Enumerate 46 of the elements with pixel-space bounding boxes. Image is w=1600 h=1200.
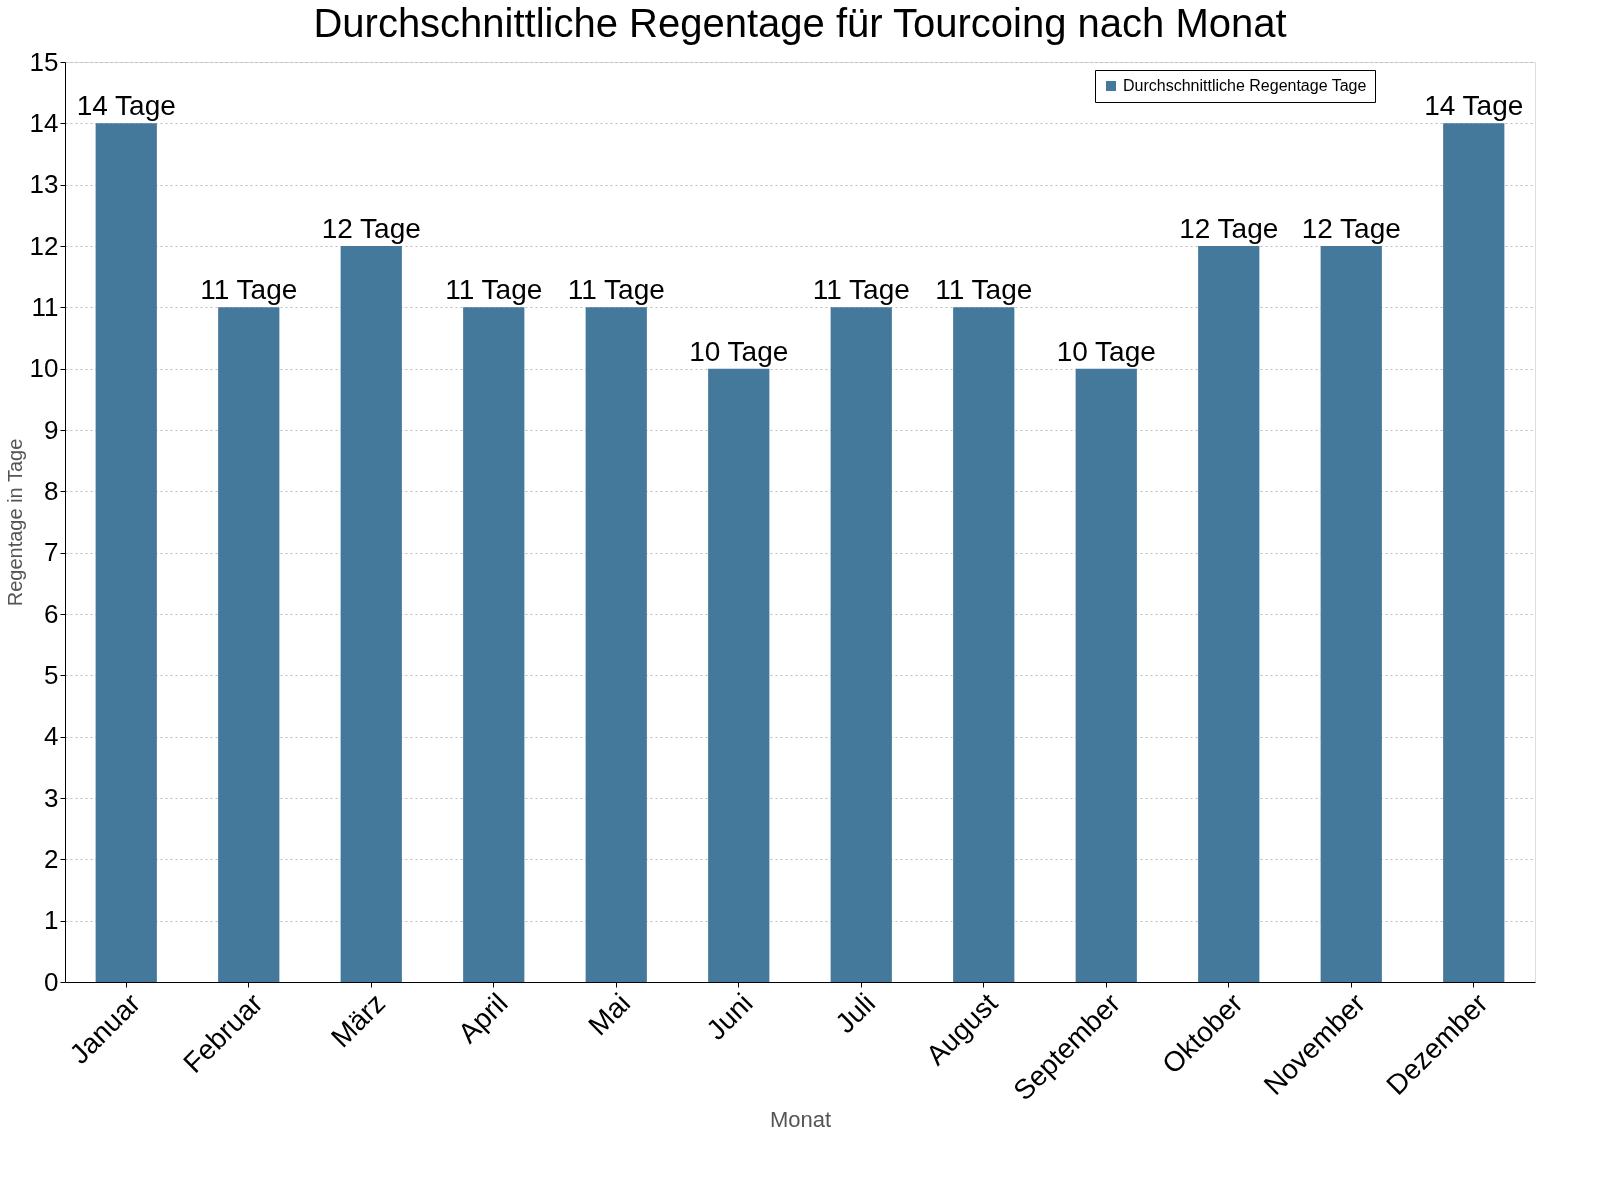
bar bbox=[708, 368, 770, 982]
y-tick-label: 6 bbox=[44, 598, 59, 629]
y-tick-label: 8 bbox=[44, 475, 59, 506]
bar bbox=[1320, 246, 1382, 982]
data-label: 14 Tage bbox=[76, 90, 176, 122]
data-label: 10 Tage bbox=[1056, 335, 1156, 367]
bar bbox=[830, 307, 892, 982]
data-label: 11 Tage bbox=[567, 274, 665, 306]
x-tick-label: Mai bbox=[582, 987, 637, 1042]
y-tick-label: 13 bbox=[29, 169, 59, 200]
chart-title: Durchschnittliche Regentage für Tourcoing nach Monat bbox=[313, 1, 1287, 45]
data-label: 12 Tage bbox=[321, 213, 421, 244]
data-label: 11 Tage bbox=[935, 274, 1033, 306]
data-label: 10 Tage bbox=[689, 335, 789, 367]
y-tick-label: 11 bbox=[31, 291, 59, 322]
bar bbox=[585, 307, 647, 982]
bar bbox=[218, 307, 280, 982]
y-tick-label: 5 bbox=[44, 659, 59, 690]
y-tick-label: 15 bbox=[29, 46, 59, 77]
bar bbox=[340, 246, 402, 982]
y-tick-label: 14 bbox=[29, 107, 59, 138]
data-label: 11 Tage bbox=[445, 274, 543, 306]
bar bbox=[95, 123, 157, 982]
y-tick-label: 0 bbox=[44, 966, 59, 997]
y-tick-label: 10 bbox=[29, 353, 59, 384]
bar bbox=[953, 307, 1015, 982]
y-tick-label: 4 bbox=[44, 721, 59, 752]
bar bbox=[1443, 123, 1505, 982]
y-tick-label: 12 bbox=[29, 230, 59, 261]
data-label: 14 Tage bbox=[1424, 90, 1524, 122]
y-tick-label: 3 bbox=[44, 782, 59, 813]
bar bbox=[463, 307, 525, 982]
legend-label: Durchschnittliche Regentage Tage bbox=[1123, 77, 1367, 94]
data-label: 12 Tage bbox=[1179, 213, 1279, 244]
data-label: 11 Tage bbox=[812, 274, 910, 306]
y-tick-label: 1 bbox=[44, 905, 59, 936]
y-tick-label: 7 bbox=[44, 537, 59, 568]
y-tick-label: 2 bbox=[44, 843, 59, 874]
data-label: 11 Tage bbox=[200, 274, 298, 306]
bar bbox=[1198, 246, 1260, 982]
y-axis-title: Regentage in Tage bbox=[3, 438, 26, 607]
data-label: 12 Tage bbox=[1301, 213, 1401, 244]
x-tick-label: Juli bbox=[829, 987, 882, 1040]
y-tick-label: 9 bbox=[44, 414, 59, 445]
bar bbox=[1075, 368, 1137, 982]
x-axis-title: Monat bbox=[769, 1107, 832, 1133]
